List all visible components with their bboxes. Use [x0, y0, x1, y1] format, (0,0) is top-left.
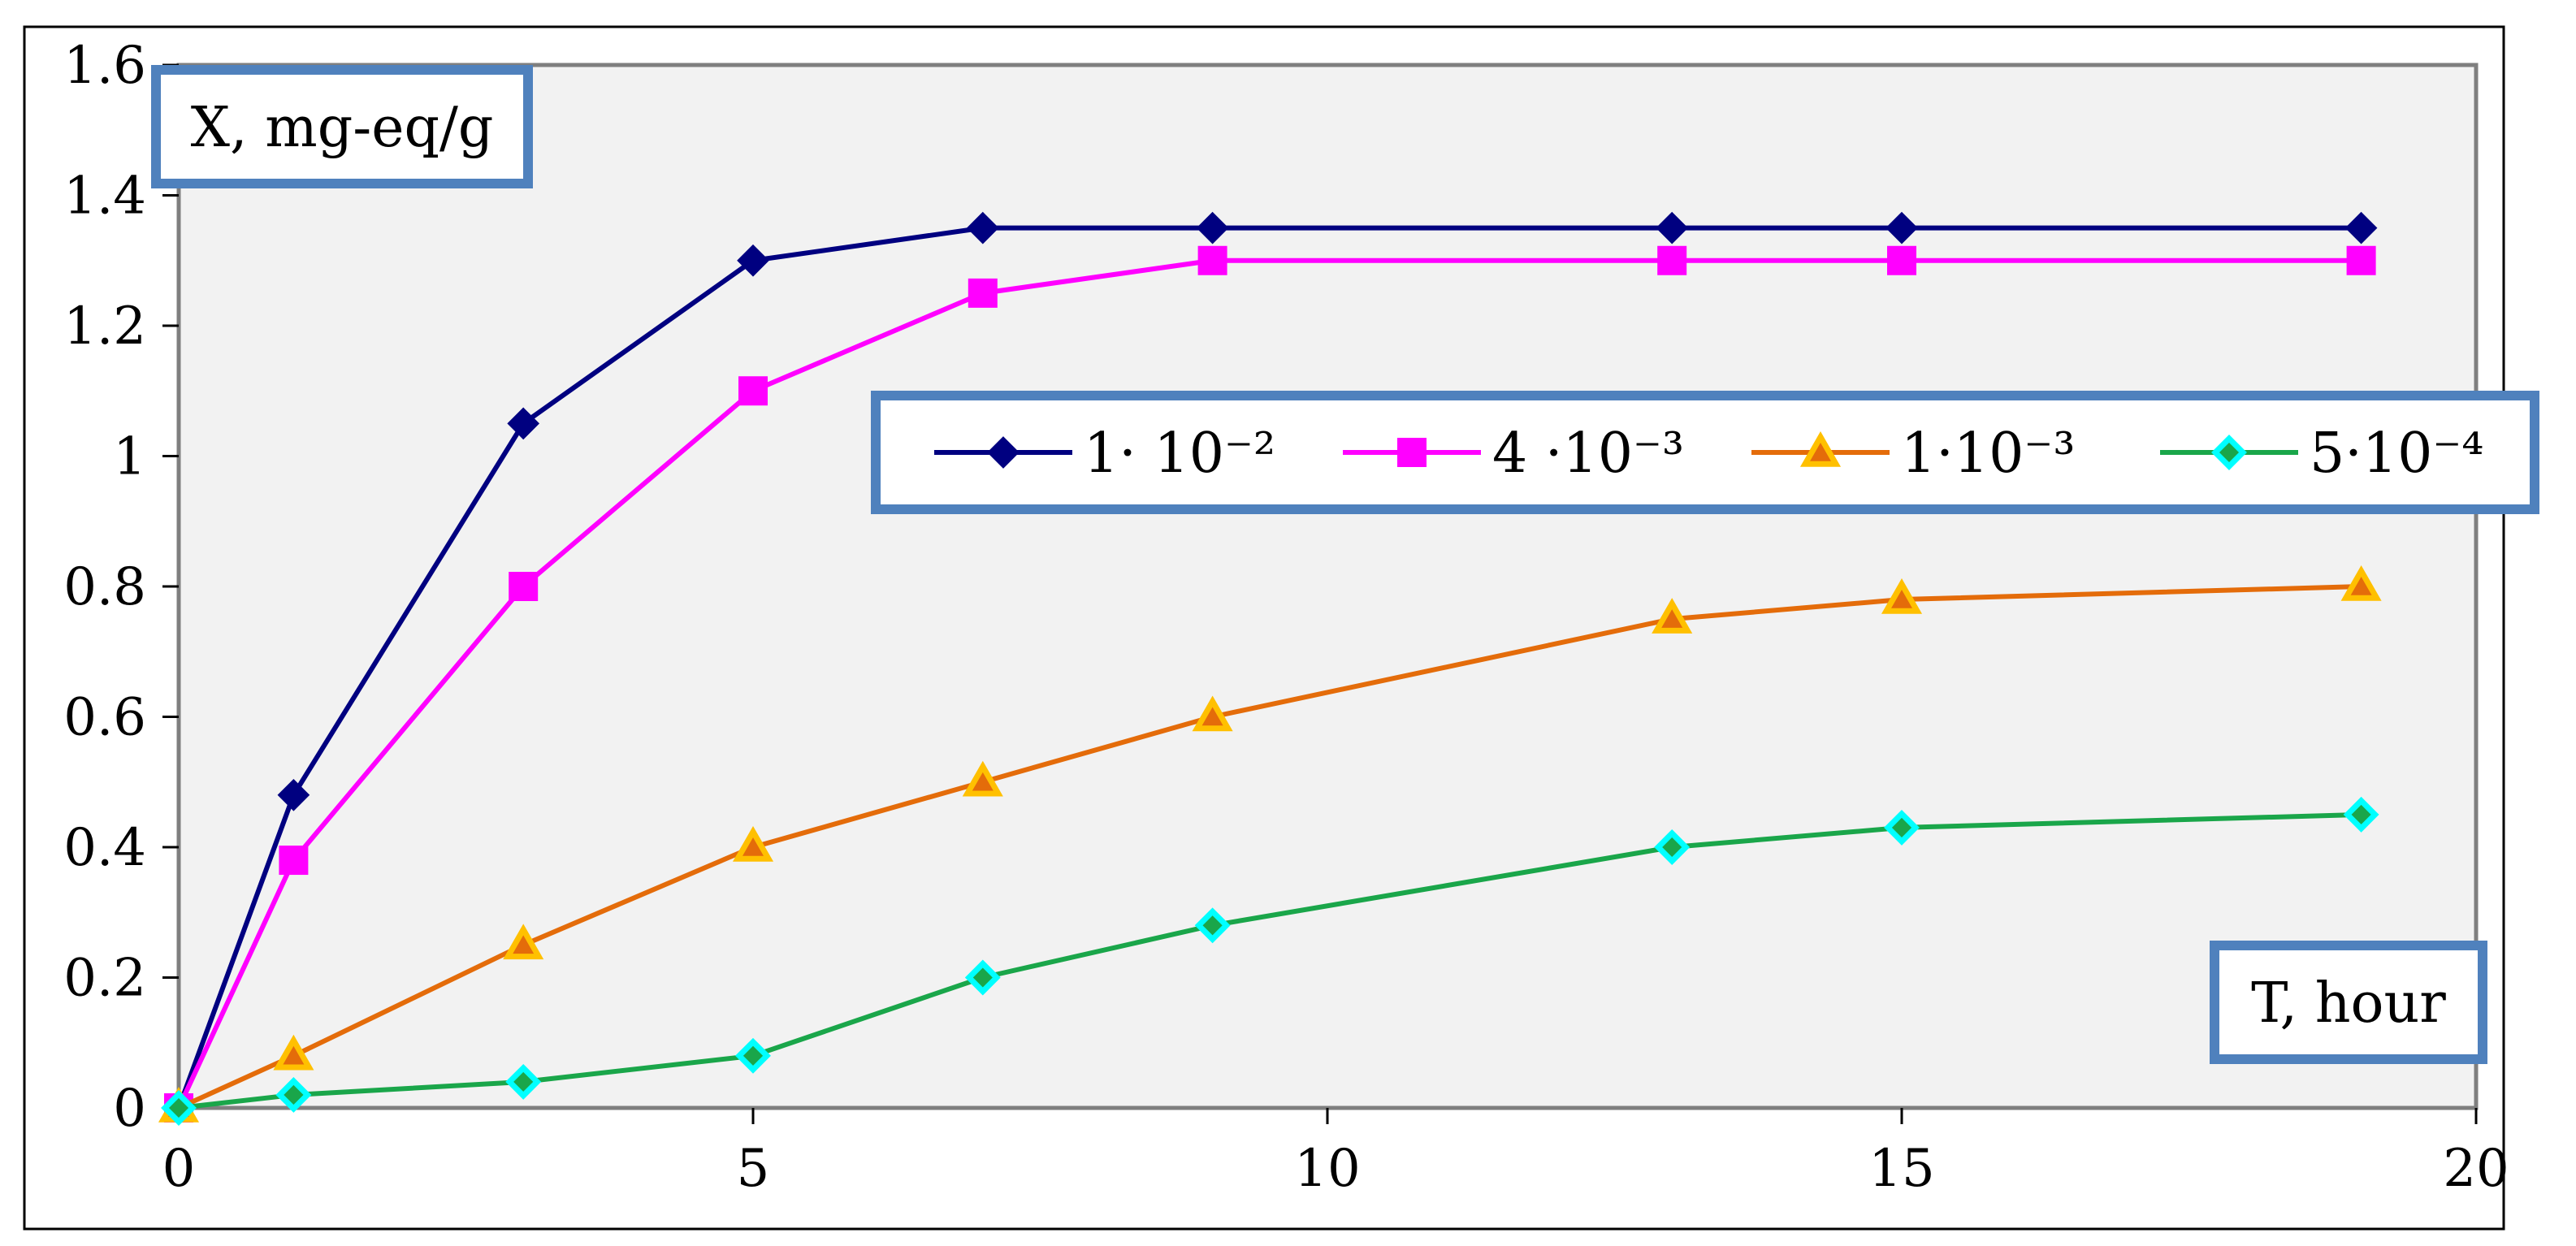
plot-area: [176, 63, 2479, 1110]
data-point: [1656, 211, 1689, 244]
y-tick-label: 0.4: [63, 818, 146, 878]
y-tick-label: 1.2: [63, 296, 146, 357]
data-point: [737, 244, 769, 277]
y-axis-label-box: X, mg-eq/g: [151, 65, 533, 188]
legend-swatch-marker: [2211, 435, 2247, 470]
legend-label: 1· 10⁻²: [1084, 422, 1275, 486]
data-point: [1652, 598, 1693, 634]
x-tick-label: 20: [2443, 1139, 2509, 1199]
data-point: [2343, 796, 2379, 833]
x-axis-label-box: T, hour: [2210, 941, 2487, 1064]
data-point: [1197, 245, 1227, 275]
data-point: [1192, 695, 1233, 732]
legend-entry-4: 5·10⁻⁴: [2160, 422, 2484, 486]
x-tick-label: 10: [1294, 1139, 1360, 1199]
legend-entry-1: 1· 10⁻²: [934, 422, 1275, 486]
x-tick-label: 0: [162, 1139, 196, 1199]
legend-entry-2: 4 ·10⁻³: [1343, 422, 1684, 486]
data-point: [505, 1063, 542, 1100]
data-point: [277, 778, 310, 811]
y-tick-label: 0.8: [63, 557, 146, 617]
data-point: [1194, 907, 1231, 944]
y-tick-label: 0: [113, 1079, 146, 1139]
data-point: [2344, 211, 2378, 244]
data-point: [1654, 829, 1691, 865]
legend: 1· 10⁻² 4 ·10⁻³ 1·10⁻³ 5·10⁻⁴: [871, 391, 2539, 514]
y-tick-label: 1.6: [63, 36, 146, 96]
legend-swatch-marker: [1397, 438, 1427, 467]
data-point: [2346, 245, 2376, 275]
legend-swatch-marker: [987, 436, 1020, 469]
x-axis-label: T, hour: [2251, 971, 2446, 1036]
series-4: [161, 796, 2379, 1126]
data-point: [1196, 211, 1229, 244]
series-layer: [158, 211, 2382, 1126]
data-point: [507, 407, 540, 440]
data-point: [161, 1090, 197, 1126]
data-point: [1657, 245, 1687, 275]
x-tick-label: 5: [737, 1139, 770, 1199]
data-point: [275, 1077, 312, 1113]
legend-label: 1·10⁻³: [1901, 422, 2076, 486]
data-point: [962, 760, 1003, 797]
series-1: [162, 211, 2378, 1124]
data-point: [2340, 565, 2382, 601]
data-point: [1885, 211, 1918, 244]
data-point: [732, 825, 774, 862]
data-point: [279, 846, 309, 876]
legend-swatch-marker: [1799, 430, 1842, 467]
legend-label: 5·10⁻⁴: [2310, 422, 2484, 486]
y-tick-label: 1.4: [63, 167, 146, 227]
data-point: [503, 924, 544, 960]
legend-entry-3: 1·10⁻³: [1751, 422, 2076, 486]
axes: 0 0.2 0.4 0.6 0.8 1 1.2 1.4 1.6 0 5 10 15 20: [63, 36, 2509, 1199]
legend-label: 4 ·10⁻³: [1492, 422, 1684, 486]
data-point: [273, 1034, 314, 1071]
data-point: [964, 959, 1001, 996]
data-point: [1884, 809, 1920, 846]
data-point: [509, 572, 539, 601]
data-point: [1887, 245, 1916, 275]
y-tick-label: 0.2: [63, 949, 146, 1009]
data-point: [1881, 578, 1923, 614]
data-point: [735, 1037, 771, 1074]
x-tick-label: 15: [1868, 1139, 1934, 1199]
y-tick-label: 1: [113, 427, 146, 487]
y-axis-label: X, mg-eq/g: [191, 96, 494, 160]
y-tick-label: 0.6: [63, 688, 146, 748]
data-point: [966, 211, 999, 244]
data-point: [968, 278, 998, 308]
data-point: [738, 376, 768, 406]
